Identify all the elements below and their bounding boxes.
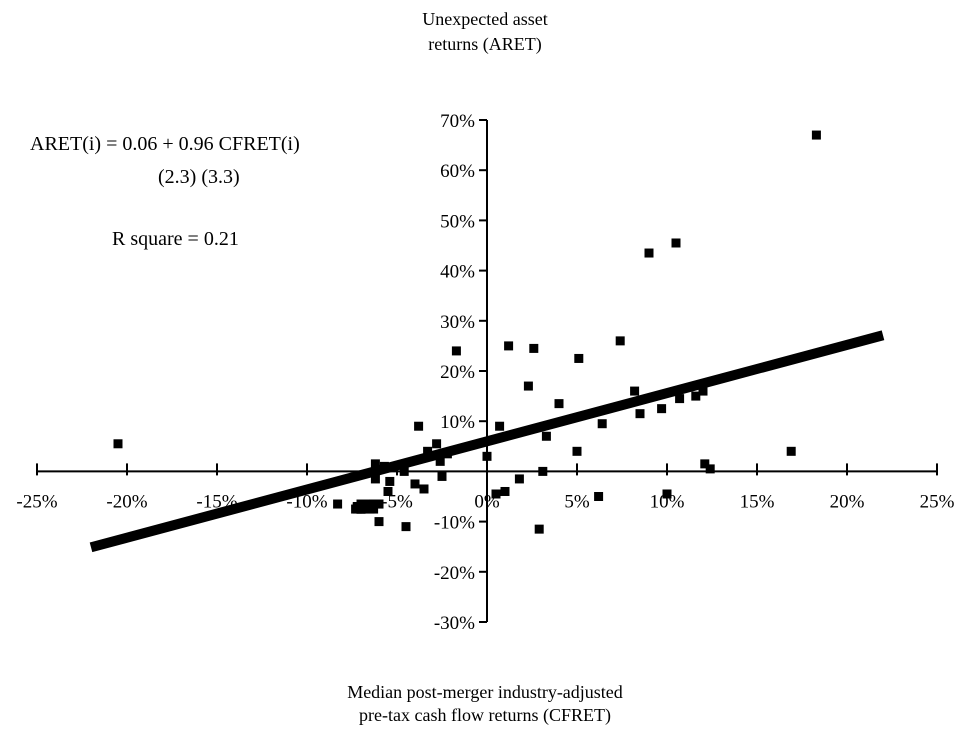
data-point	[333, 499, 343, 509]
data-point	[491, 489, 501, 499]
y-tick-label: -10%	[434, 513, 475, 534]
data-point	[615, 336, 625, 346]
x-axis-title-line-2: pre-tax cash flow returns (CFRET)	[359, 705, 611, 726]
data-point	[662, 489, 672, 499]
x-tick-label: -15%	[196, 491, 237, 512]
data-point	[352, 503, 362, 513]
data-point	[383, 486, 393, 496]
x-axis-title-line-1: Median post-merger industry-adjusted	[347, 682, 623, 702]
y-tick-label: 10%	[440, 412, 475, 433]
data-point	[399, 466, 409, 476]
data-point	[574, 353, 584, 363]
data-point	[572, 446, 582, 456]
x-tick-label: 15%	[740, 491, 775, 512]
y-tick-label: 50%	[440, 211, 475, 232]
data-point	[523, 381, 533, 391]
y-tick-label: 30%	[440, 312, 475, 333]
data-point	[538, 466, 548, 476]
tick-labels: -25% -20% -15% -10% -5% 0% 5% 10% 15% 20% 25% -30% -…	[16, 111, 954, 634]
data-point	[451, 346, 461, 356]
x-tick-label: -5%	[381, 491, 413, 512]
data-point	[414, 421, 424, 431]
data-point	[691, 391, 701, 401]
y-tick-label: -20%	[434, 563, 475, 584]
data-point	[534, 524, 544, 534]
data-point	[482, 451, 492, 461]
data-point	[437, 471, 447, 481]
data-point	[370, 459, 380, 469]
y-axis-title-line-1: Unexpected asset	[422, 9, 547, 29]
x-tick-label: 20%	[830, 491, 865, 512]
data-point	[541, 431, 551, 441]
data-point	[401, 522, 411, 532]
data-point	[630, 386, 640, 396]
data-point	[529, 343, 539, 353]
data-point	[657, 404, 667, 414]
data-point	[360, 504, 370, 514]
data-point	[671, 238, 681, 248]
data-point	[374, 499, 384, 509]
data-point	[635, 409, 645, 419]
regression-equation: ARET(i) = 0.06 + 0.96 CFRET(i)	[30, 133, 300, 155]
data-point	[410, 479, 420, 489]
data-point	[597, 419, 607, 429]
data-point	[644, 248, 654, 258]
t-statistics: (2.3) (3.3)	[158, 166, 240, 188]
data-point	[786, 446, 796, 456]
y-axis-title-line-2: returns (ARET)	[428, 34, 541, 55]
x-tick-label: -20%	[106, 491, 147, 512]
data-point	[419, 484, 429, 494]
x-tick-label: 5%	[564, 491, 590, 512]
x-tick-label: 10%	[650, 491, 685, 512]
data-point	[514, 474, 524, 484]
x-tick-label: 25%	[920, 491, 955, 512]
y-tick-label: 70%	[440, 111, 475, 132]
data-point	[811, 130, 821, 140]
data-point	[504, 341, 514, 351]
data-point	[374, 517, 384, 527]
y-tick-label: -30%	[434, 613, 475, 634]
y-tick-label: 20%	[440, 362, 475, 383]
x-tick-label: -25%	[16, 491, 57, 512]
regression-line	[89, 330, 885, 553]
data-point	[423, 446, 433, 456]
regression-line-group	[89, 330, 885, 553]
data-point	[369, 504, 379, 514]
data-point	[500, 486, 510, 496]
y-tick-label: 60%	[440, 161, 475, 182]
data-points	[113, 130, 821, 534]
data-point	[700, 459, 710, 469]
data-point	[370, 474, 380, 484]
x-tick-label: -10%	[286, 491, 327, 512]
data-point	[495, 421, 505, 431]
data-point	[113, 439, 123, 449]
y-tick-label: 40%	[440, 262, 475, 283]
data-point	[705, 464, 715, 474]
data-point	[385, 476, 395, 486]
x-tick-label: 0%	[474, 491, 500, 512]
data-point	[435, 456, 445, 466]
axes	[36, 119, 938, 623]
data-point	[432, 439, 442, 449]
data-point	[698, 386, 708, 396]
r-square-label: R square = 0.21	[112, 228, 239, 250]
data-point	[675, 394, 685, 404]
data-point	[554, 399, 564, 409]
data-point	[594, 492, 604, 501]
